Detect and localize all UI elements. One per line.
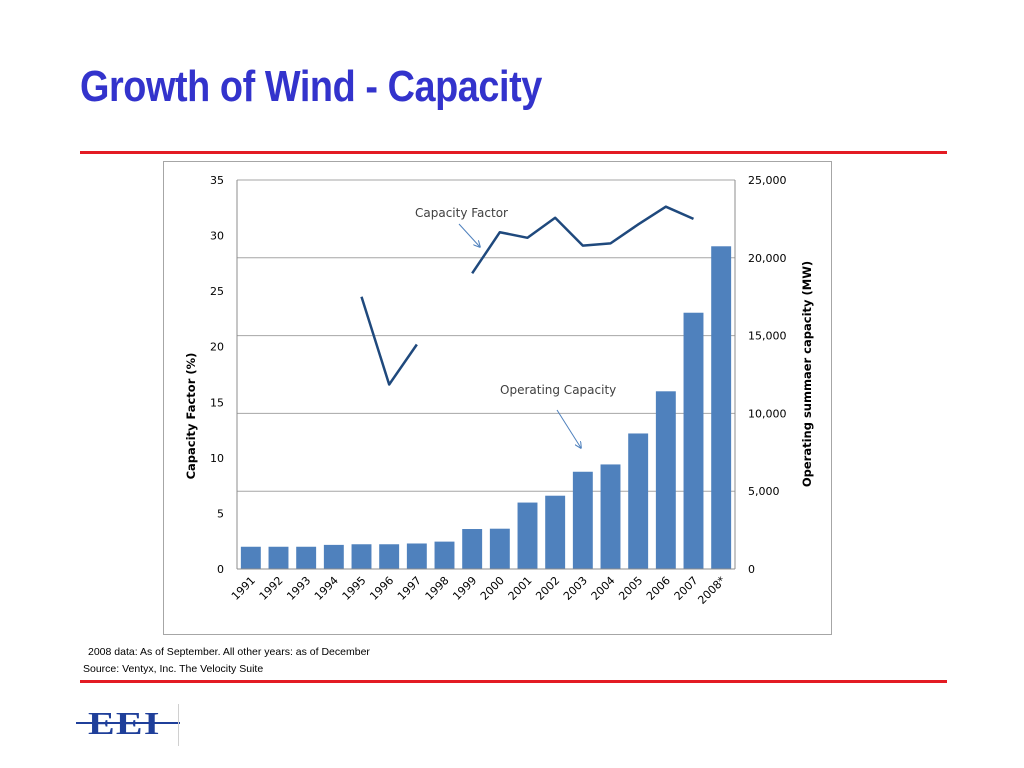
wind-capacity-chart: 0 5 10 15 20 25 30 35 0 5,000 10,000 15,000 20,000 25…: [184, 174, 814, 607]
x-tick-label: 1994: [312, 574, 341, 603]
top-divider: [80, 151, 947, 154]
bar-1996: [379, 544, 400, 569]
y-right-tick-label: 5,000: [748, 485, 780, 498]
annotation-capacity-factor-arrow: [458, 223, 480, 247]
bar-2008*: [711, 246, 732, 570]
logo-text: EEI: [88, 705, 161, 741]
bar-1999: [462, 529, 483, 569]
y-left-tick-label: 30: [210, 230, 224, 243]
bar-2005: [628, 433, 649, 569]
bar-1998: [434, 541, 455, 569]
capacity-factor-segment: [471, 205, 695, 275]
slide-title: Growth of Wind - Capacity: [80, 62, 542, 111]
capacity-factor-segment: [360, 296, 418, 386]
bar-2007: [683, 312, 704, 569]
x-tick-label: 1993: [284, 574, 313, 603]
bar-1997: [406, 543, 427, 569]
x-tick-label: 2002: [533, 574, 562, 603]
bar-2002: [545, 495, 566, 569]
x-tick-label: 2008*: [695, 574, 728, 607]
bar-2004: [600, 464, 621, 569]
y-right-tick-label: 20,000: [748, 252, 787, 265]
x-tick-label: 1997: [395, 574, 424, 603]
y-left-tick-label: 0: [217, 563, 224, 576]
annotation-operating-capacity: Operating Capacity: [500, 383, 616, 397]
y-left-tick-label: 25: [210, 285, 224, 298]
x-tick-label: 2004: [589, 574, 618, 603]
chart-frame: 0 5 10 15 20 25 30 35 0 5,000 10,000 15,000 20,000 25…: [163, 161, 832, 635]
bar-2006: [655, 391, 676, 569]
bar-2001: [517, 502, 538, 569]
bar-1991: [240, 546, 261, 569]
x-tick-label: 1992: [257, 574, 286, 603]
y-left-tick-label: 5: [217, 507, 224, 520]
y-axis-right-title: Operating summaer capacity (MW): [800, 261, 814, 487]
capacity-factor-line: [360, 205, 695, 386]
x-tick-label: 2005: [616, 574, 645, 603]
axes: [236, 180, 736, 570]
x-tick-label: 1991: [229, 574, 258, 603]
y-right-tick-label: 15,000: [748, 330, 787, 343]
annotations: Capacity Factor Operating Capacity: [415, 206, 616, 448]
x-tick-label: 2003: [561, 574, 590, 603]
x-tick-label: 2006: [644, 574, 673, 603]
y-right-tick-label: 0: [748, 563, 755, 576]
eei-logo: EEI: [76, 704, 186, 748]
gridlines: [237, 179, 735, 492]
bar-1993: [296, 546, 317, 569]
bottom-divider: [80, 680, 947, 683]
bar-1995: [351, 544, 372, 569]
bar-1992: [268, 546, 289, 569]
x-tick-label: 2001: [506, 574, 535, 603]
x-tick-label: 1998: [423, 574, 452, 603]
y-right-tick-label: 10,000: [748, 407, 787, 420]
bar-1994: [323, 544, 344, 569]
bar-2003: [572, 471, 593, 569]
capacity-bars: [240, 246, 732, 570]
axis-titles: Capacity Factor (%) Operating summaer ca…: [184, 261, 814, 487]
x-tick-label: 1995: [340, 574, 369, 603]
logo-bar: [76, 722, 180, 724]
y-axis-left-title: Capacity Factor (%): [184, 353, 198, 480]
footnote-data-note: 2008 data: As of September. All other ye…: [88, 646, 370, 658]
logo-divider: [178, 704, 179, 746]
footnote-source: Source: Ventyx, Inc. The Velocity Suite: [83, 663, 264, 675]
y-left-tick-label: 35: [210, 174, 224, 187]
y-left-tick-label: 15: [210, 396, 224, 409]
y-left-tick-label: 10: [210, 452, 224, 465]
x-tick-label: 2000: [478, 574, 507, 603]
annotation-capacity-factor: Capacity Factor: [415, 206, 508, 220]
y-right-tick-label: 25,000: [748, 174, 787, 187]
x-tick-label: 1996: [367, 574, 396, 603]
y-left-tick-label: 20: [210, 341, 224, 354]
bar-2000: [489, 528, 510, 569]
x-tick-label: 1999: [450, 574, 479, 603]
annotation-operating-capacity-arrow: [556, 409, 581, 448]
